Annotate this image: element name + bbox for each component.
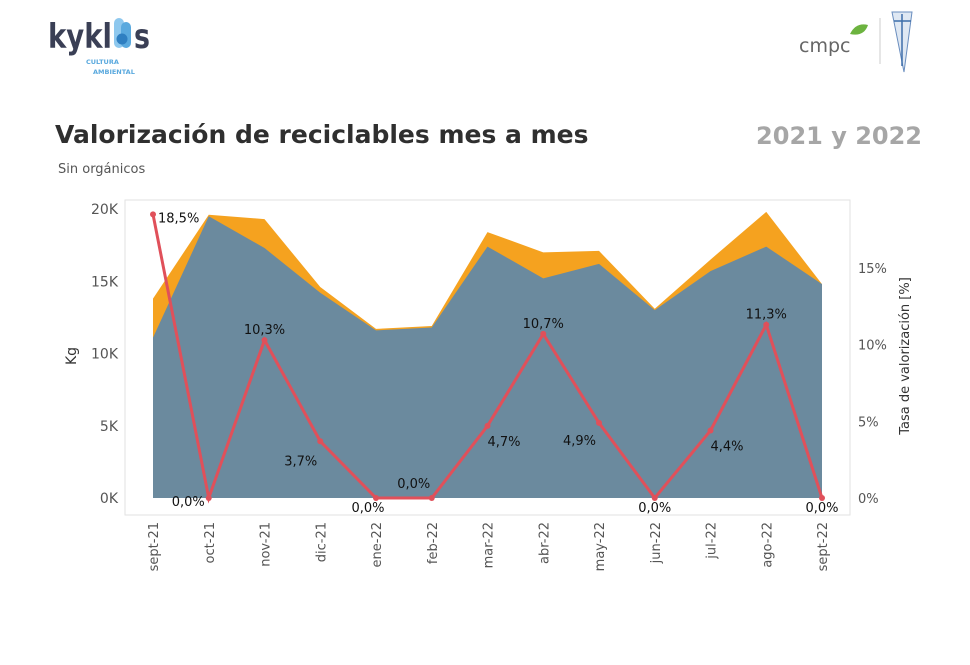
rate-point (707, 427, 714, 434)
kyklos-sub2: AMBIENTAL (93, 68, 135, 76)
x-tick-label: jun-22 (649, 522, 664, 564)
kyklos-sub1: CULTURA (86, 58, 119, 66)
svg-text:kykl: kykl (48, 17, 112, 57)
x-tick-label: ene-22 (370, 522, 385, 567)
chart-title: Valorización de reciclables mes a mes (55, 120, 589, 149)
x-tick-label: jul-22 (705, 522, 720, 560)
rate-point (763, 321, 770, 328)
x-tick-label: dic-21 (314, 522, 329, 562)
x-tick-label: nov-21 (259, 522, 274, 567)
rate-data-label: 0,0% (397, 477, 430, 492)
y2-tick-label: 10% (858, 339, 887, 354)
y-tick-label: 0K (100, 491, 119, 507)
x-tick-label: sept-22 (816, 522, 831, 571)
x-tick-label: abr-22 (537, 522, 552, 564)
x-tick-label: oct-21 (203, 522, 218, 563)
rate-data-label: 0,0% (351, 501, 384, 516)
rate-point (317, 438, 324, 445)
rate-point (540, 330, 547, 337)
y2-tick-label: 0% (858, 492, 879, 507)
rate-data-label: 10,3% (244, 323, 285, 338)
rate-point (819, 495, 825, 501)
rate-data-label: 10,7% (523, 317, 564, 332)
y-tick-label: 5K (100, 419, 119, 435)
cmpc-uc-logo: cmpc (799, 11, 913, 73)
rate-data-label: 0,0% (172, 495, 205, 510)
rate-point (651, 495, 658, 501)
rate-point (596, 419, 602, 426)
x-tick-label: sept-21 (147, 522, 162, 571)
rate-point (373, 495, 379, 501)
rate-data-label: 4,4% (711, 440, 744, 455)
y2-tick-label: 15% (858, 262, 887, 277)
kyklos-logo: kykl s CULTURA AMBIENTAL (48, 17, 150, 76)
rate-data-label: 0,0% (638, 501, 671, 516)
y-tick-label: 10K (91, 347, 119, 363)
rate-point (205, 495, 212, 501)
y-tick-label: 15K (91, 274, 119, 290)
y2-tick-label: 5% (858, 415, 879, 430)
rate-point (150, 211, 156, 218)
y-tick-label: 20K (91, 202, 119, 218)
rate-data-label: 18,5% (158, 211, 199, 226)
area-valorizado (153, 216, 822, 498)
chart-years: 2021 y 2022 (756, 122, 922, 150)
rate-point (484, 422, 491, 429)
chart-subtitle: Sin orgánicos (58, 162, 146, 177)
svg-text:s: s (134, 17, 150, 57)
rate-data-label: 3,7% (284, 454, 317, 469)
plot-frame (124, 199, 851, 516)
y-axis-title: Kg (64, 347, 80, 365)
x-tick-label: mar-22 (482, 522, 497, 568)
x-tick-label: may-22 (593, 522, 608, 571)
rate-data-label: 11,3% (746, 308, 787, 323)
x-tick-label: feb-22 (426, 522, 441, 564)
y2-axis-title: Tasa de valorización [%] (898, 277, 913, 436)
rate-point (428, 495, 435, 501)
rate-data-label: 0,0% (805, 501, 838, 516)
cmpc-text: cmpc (799, 35, 850, 57)
x-tick-label: ago-22 (760, 522, 775, 568)
rate-data-label: 4,7% (488, 435, 521, 450)
rate-data-label: 4,9% (563, 434, 596, 449)
rate-point (261, 337, 268, 344)
